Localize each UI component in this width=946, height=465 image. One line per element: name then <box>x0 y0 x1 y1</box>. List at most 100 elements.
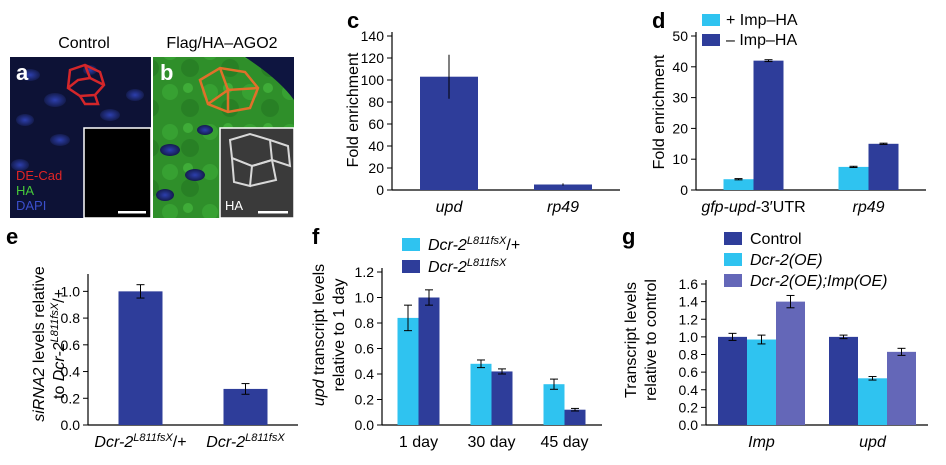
panel-d-bar <box>838 166 869 190</box>
panel-d: d Fold enrichment 0 10 20 30 40 50 gfp-upd-3′U… <box>651 8 926 216</box>
legend-swatch <box>724 274 742 287</box>
panel-e-plot: 0.0 0.2 0.4 0.6 0.8 1.0 Dcr-2L811fsX/+ Dcr-2L81… <box>61 274 298 451</box>
panel-c-ytick-label: 120 <box>361 50 385 66</box>
panel-e-bar <box>223 388 268 425</box>
panel-c-plot: 0 20 40 60 80 100 120 140 upd rp49 <box>361 28 620 216</box>
panel-b-orange-cells <box>198 66 260 114</box>
panel-b-scale-bar <box>258 211 288 214</box>
panel-c-letter: c <box>347 8 359 33</box>
panel-f-bar <box>418 297 440 425</box>
panel-f-ytick-label: 1.0 <box>355 290 375 306</box>
panel-f-ytick-label: 0.8 <box>355 315 375 331</box>
panel-d-bar <box>868 143 899 190</box>
panel-g-ylabel-line2: relative to control <box>643 279 660 401</box>
panel-c-ytick-label: 0 <box>376 182 384 198</box>
panel-f-ytick-label: 0.6 <box>355 341 375 357</box>
panel-c-ytick-label: 40 <box>368 138 384 154</box>
panel-d-legend: + Imp–HA – Imp–HA <box>702 12 798 49</box>
panel-e: e siRNA2 levels relative to Dcr-2L811fsX… <box>6 224 298 451</box>
panel-g-bar <box>776 301 805 425</box>
panel-f-bar <box>543 384 565 425</box>
panel-f-ylabel-line1: upd transcript levels <box>311 264 328 406</box>
panel-d-plot: 0 10 20 30 40 50 gfp-upd-3′UTR rp49 <box>672 28 926 216</box>
panel-e-ytick-label: 0.8 <box>61 310 81 326</box>
legend-dapi: DAPI <box>16 198 46 213</box>
panel-c-ytick-label: 100 <box>361 72 385 88</box>
panel-e-ytick-label: 0.0 <box>61 417 81 433</box>
panel-c-ytick-label: 60 <box>368 116 384 132</box>
panel-g-bar <box>858 378 887 425</box>
panel-g-bar <box>747 339 776 425</box>
panel-b-nuclei <box>156 125 213 201</box>
panel-a-letter: a <box>16 60 29 85</box>
panel-c-ylabel: Fold enrichment <box>345 52 362 167</box>
panel-e-ylabel-line1: siRNA2 levels relative <box>31 266 48 422</box>
panel-f-letter: f <box>312 224 320 249</box>
category-label: upd <box>436 199 464 216</box>
panel-g-bar <box>829 336 858 425</box>
legend-swatch <box>702 14 720 26</box>
legend-swatch <box>402 238 420 251</box>
panel-g: g Transcript levels relative to control … <box>622 224 928 451</box>
category-label: Imp <box>748 434 775 451</box>
panel-d-ytick-label: 20 <box>672 120 688 136</box>
panel-g-bar <box>718 336 747 425</box>
panel-e-ytick-label: 1.0 <box>61 283 81 299</box>
panel-g-ytick-label: 1.0 <box>679 329 699 345</box>
panel-g-ytick-label: 0.0 <box>679 417 699 433</box>
panel-b-dark-corner <box>245 57 294 100</box>
panel-b-title: Flag/HA–AGO2 <box>166 35 277 52</box>
legend-swatch <box>724 232 742 245</box>
panel-g-ytick-label: 1.2 <box>679 311 699 327</box>
legend-label: Dcr-2L811fsX/+ <box>428 235 520 254</box>
category-label: 1 day <box>399 434 438 451</box>
panel-g-ytick-label: 1.6 <box>679 276 699 292</box>
panel-f-bar <box>397 317 419 425</box>
panel-g-plot: 0.0 0.20.4 0.60.8 1.0 1.21.4 1.6 Imp upd <box>679 276 928 451</box>
panel-d-ylabel: Fold enrichment <box>651 54 668 169</box>
legend-label: + Imp–HA <box>726 12 798 29</box>
category-label: rp49 <box>852 199 884 216</box>
legend-label: Dcr-2(OE) <box>750 252 823 269</box>
panel-d-ytick-label: 0 <box>680 182 688 198</box>
panel-d-bar <box>753 60 784 190</box>
panel-g-ytick-label: 0.6 <box>679 364 699 380</box>
panel-d-ytick-label: 10 <box>672 151 688 167</box>
panel-f: f upd transcript levels relative to 1 da… <box>311 224 602 451</box>
panel-c: c Fold enrichment 0 20 40 60 80 100 120 140 upd r… <box>345 8 620 216</box>
category-label: upd <box>859 434 887 451</box>
panel-b-letter: b <box>160 60 173 85</box>
legend-label: Dcr-2L811fsX <box>428 257 507 276</box>
legend-label: Dcr-2(OE);Imp(OE) <box>750 273 887 290</box>
panel-a-scale-bar <box>118 211 146 214</box>
panel-d-ytick-label: 50 <box>672 28 688 44</box>
category-label: Dcr-2L811fsX <box>206 432 285 451</box>
panel-c-bar <box>534 184 592 190</box>
panel-f-ytick-label: 1.2 <box>355 264 375 280</box>
legend-decad: DE-Cad <box>16 168 62 183</box>
panel-f-ytick-label: 0.4 <box>355 366 375 382</box>
panel-f-legend: Dcr-2L811fsX/+ Dcr-2L811fsX <box>402 235 520 276</box>
panel-b-inset-label: HA <box>225 198 243 213</box>
panel-f-bar <box>491 371 513 425</box>
panel-a: Control a DE-Cad HA DAPI <box>10 35 152 219</box>
category-label: 30 day <box>467 434 515 451</box>
panel-f-ytick-label: 0.0 <box>355 417 375 433</box>
panel-c-ytick-label: 140 <box>361 28 385 44</box>
category-label: 45 day <box>540 434 588 451</box>
panel-g-bar <box>887 351 916 425</box>
category-label: rp49 <box>547 199 579 216</box>
panel-g-legend: Control Dcr-2(OE) Dcr-2(OE);Imp(OE) <box>724 231 887 290</box>
legend-swatch <box>702 34 720 46</box>
panel-e-ytick-label: 0.4 <box>61 364 81 380</box>
panel-d-letter: d <box>652 8 665 33</box>
panel-g-ylabel-line1: Transcript levels <box>623 282 640 398</box>
panel-f-bar <box>470 363 492 425</box>
legend-label: Control <box>750 231 802 248</box>
panel-e-letter: e <box>6 224 18 249</box>
panel-b-inset-cells <box>228 132 292 188</box>
panel-g-ytick-label: 0.8 <box>679 347 699 363</box>
panel-f-plot: 0.0 0.2 0.4 0.6 0.8 1.0 1.2 1 day 30 day 45 day <box>355 264 602 451</box>
panel-d-bar <box>723 179 754 190</box>
